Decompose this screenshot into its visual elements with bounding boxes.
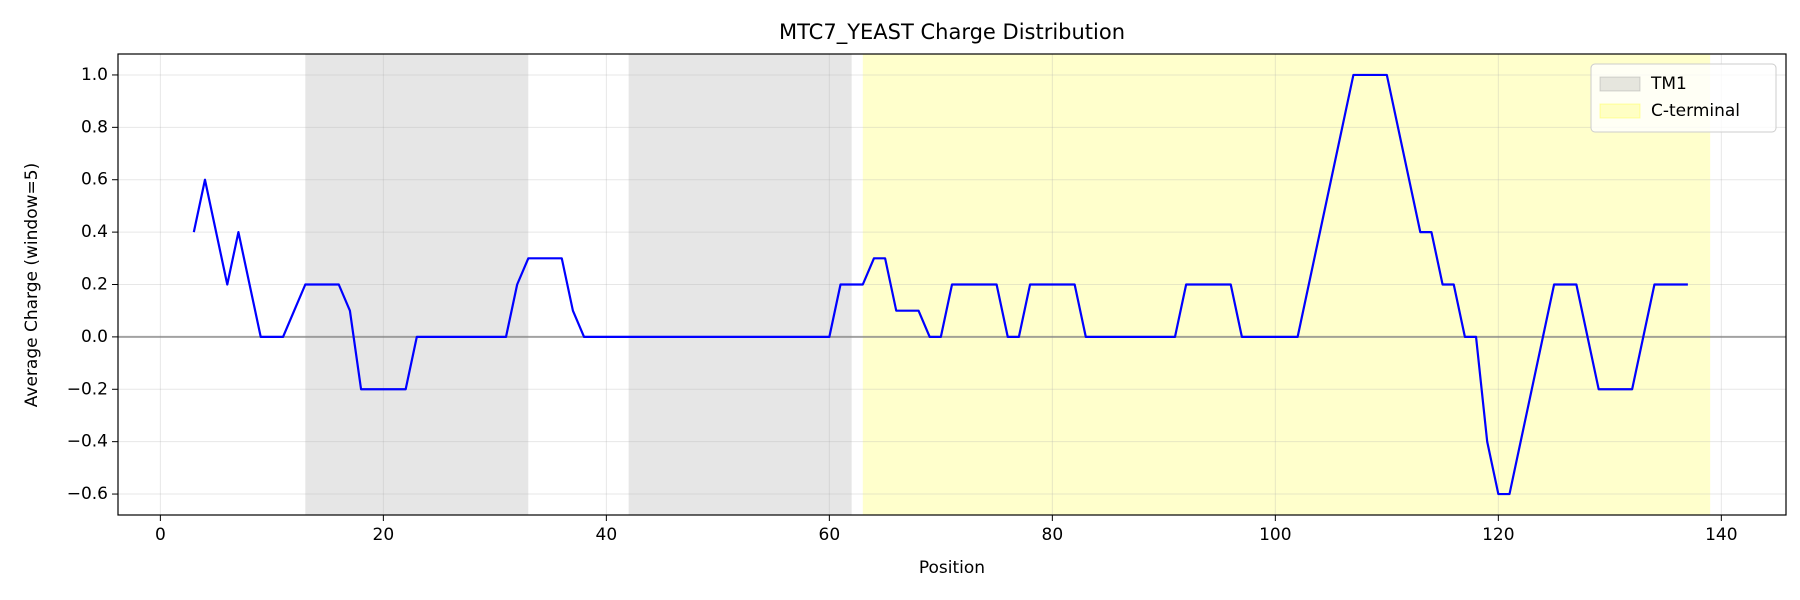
y-tick-label: −0.6 — [67, 484, 108, 504]
region — [305, 54, 529, 515]
x-tick-label: 100 — [1259, 525, 1291, 545]
plot-frame — [117, 53, 1787, 516]
legend-swatch — [1599, 103, 1641, 119]
y-axis-label: Average Charge (window=5) — [22, 163, 42, 407]
x-tick-label: 140 — [1705, 525, 1737, 545]
legend-label: TM1 — [1650, 74, 1687, 94]
y-tick-label: 0.0 — [81, 327, 108, 347]
x-tick-label: 80 — [1042, 525, 1064, 545]
data-line — [192, 73, 1688, 496]
region — [628, 54, 852, 515]
legend-box — [1590, 63, 1777, 133]
x-tick-label: 120 — [1482, 525, 1514, 545]
chart-title: MTC7_YEAST Charge Distribution — [779, 20, 1125, 45]
y-tick-label: 1.0 — [81, 65, 108, 85]
x-tick-label: 60 — [819, 525, 841, 545]
y-tick-label: 0.4 — [81, 222, 108, 242]
x-axis-label: Position — [919, 558, 985, 578]
y-tick-label: 0.6 — [81, 170, 108, 190]
x-tick-label: 40 — [596, 525, 618, 545]
legend-swatch — [1599, 76, 1641, 92]
legend-label: C-terminal — [1651, 101, 1740, 121]
y-tick-label: 0.2 — [81, 275, 108, 295]
y-tick-label: −0.2 — [67, 379, 108, 399]
y-tick-label: 0.8 — [81, 117, 108, 137]
y-tick-label: −0.4 — [67, 432, 108, 452]
x-tick-label: 20 — [373, 525, 395, 545]
x-tick-label: 0 — [155, 525, 166, 545]
